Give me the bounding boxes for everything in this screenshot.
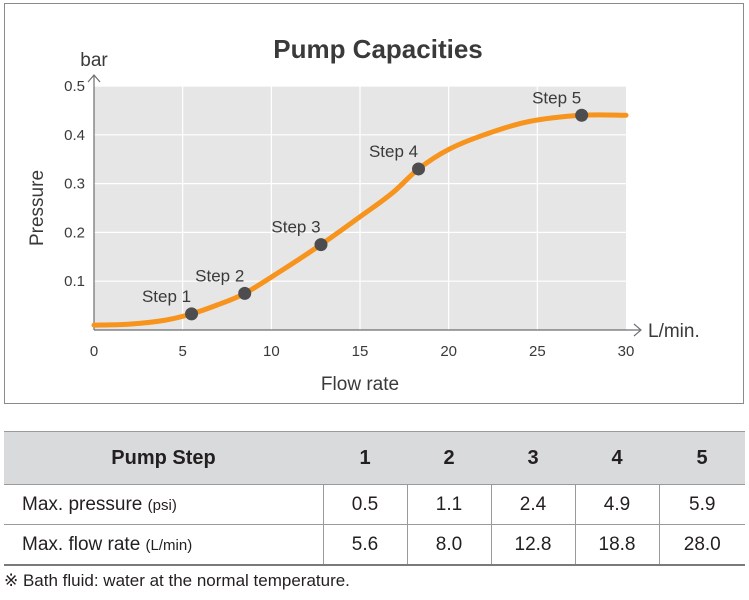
x-tick-label: 10: [263, 343, 280, 360]
pressure-curve: [91, 112, 629, 328]
x-tick-label: 30: [618, 343, 635, 360]
step-5-marker: [575, 108, 589, 122]
row-unit-text: (L/min): [145, 536, 193, 554]
max-flow-rate-label: Max. flow rate (L/min): [4, 524, 324, 566]
y-tick-label: 0.5: [64, 78, 85, 95]
step-5-header: 5: [659, 431, 745, 485]
x-tick-label: 0: [90, 343, 98, 360]
table-cell: 4.9: [575, 484, 660, 525]
x-tick-label: 20: [440, 343, 457, 360]
x-tick-label: 5: [178, 343, 186, 360]
table-cell: 5.6: [323, 524, 408, 566]
step-2-marker: [238, 286, 252, 300]
y-axis-title: Pressure: [27, 170, 48, 246]
step-3-header: 3: [491, 431, 575, 485]
pump-step-table: Pump Step 1 2 3 4 5 Max. pressure (psi) …: [4, 431, 745, 566]
x-tick-label: 15: [352, 343, 369, 360]
pump-capacity-chart: Pump Capacities 0 5 10 15 20 25 30 0.1 0.2 0.3 0.4…: [27, 34, 700, 395]
pump-step-header: Pump Step: [4, 431, 323, 485]
max-pressure-label: Max. pressure (psi): [4, 484, 324, 525]
step-5-label: Step 5: [532, 88, 581, 107]
x-axis-arrow: [633, 323, 642, 337]
step-1-header: 1: [323, 431, 407, 485]
step-4-marker: [412, 162, 426, 176]
table-cell: 5.9: [659, 484, 745, 525]
row-label-text: Max. flow rate: [22, 533, 141, 555]
x-unit-label: L/min.: [648, 321, 700, 342]
table-header-row: Pump Step 1 2 3 4 5: [4, 431, 745, 485]
step-1-label: Step 1: [142, 287, 191, 306]
y-tick-label: 0.3: [64, 176, 85, 193]
step-2-header: 2: [407, 431, 491, 485]
step-4-label: Step 4: [369, 142, 418, 161]
table-cell: 2.4: [491, 484, 576, 525]
table-row: Max. flow rate (L/min) 5.6 8.0 12.8 18.8…: [4, 524, 745, 566]
row-label-text: Max. pressure: [22, 493, 143, 515]
y-axis-arrow: [87, 74, 101, 83]
table-cell: 0.5: [323, 484, 408, 525]
y-tick-label: 0.4: [64, 127, 85, 144]
table-cell: 12.8: [491, 524, 576, 566]
table-cell: 1.1: [407, 484, 492, 525]
table-cell: 28.0: [659, 524, 745, 566]
chart-title: Pump Capacities: [273, 34, 483, 64]
step-3-label: Step 3: [271, 218, 320, 237]
x-axis-title: Flow rate: [321, 374, 399, 395]
step-2-label: Step 2: [195, 266, 244, 285]
y-tick-label: 0.2: [64, 224, 85, 241]
y-tick-label: 0.1: [64, 273, 85, 290]
x-tick-label: 25: [529, 343, 546, 360]
step-1-marker: [185, 307, 199, 321]
step-4-header: 4: [575, 431, 659, 485]
chart-panel: Pump Capacities 0 5 10 15 20 25 30 0.1 0.2 0.3 0.4…: [4, 3, 744, 404]
table-cell: 18.8: [575, 524, 660, 566]
row-unit-text: (psi): [147, 496, 177, 514]
table-cell: 8.0: [407, 524, 492, 566]
y-unit-label: bar: [80, 50, 108, 71]
step-3-marker: [314, 238, 328, 252]
table-row: Max. pressure (psi) 0.5 1.1 2.4 4.9 5.9: [4, 484, 745, 525]
footnote: ※ Bath fluid: water at the normal temper…: [4, 571, 350, 590]
